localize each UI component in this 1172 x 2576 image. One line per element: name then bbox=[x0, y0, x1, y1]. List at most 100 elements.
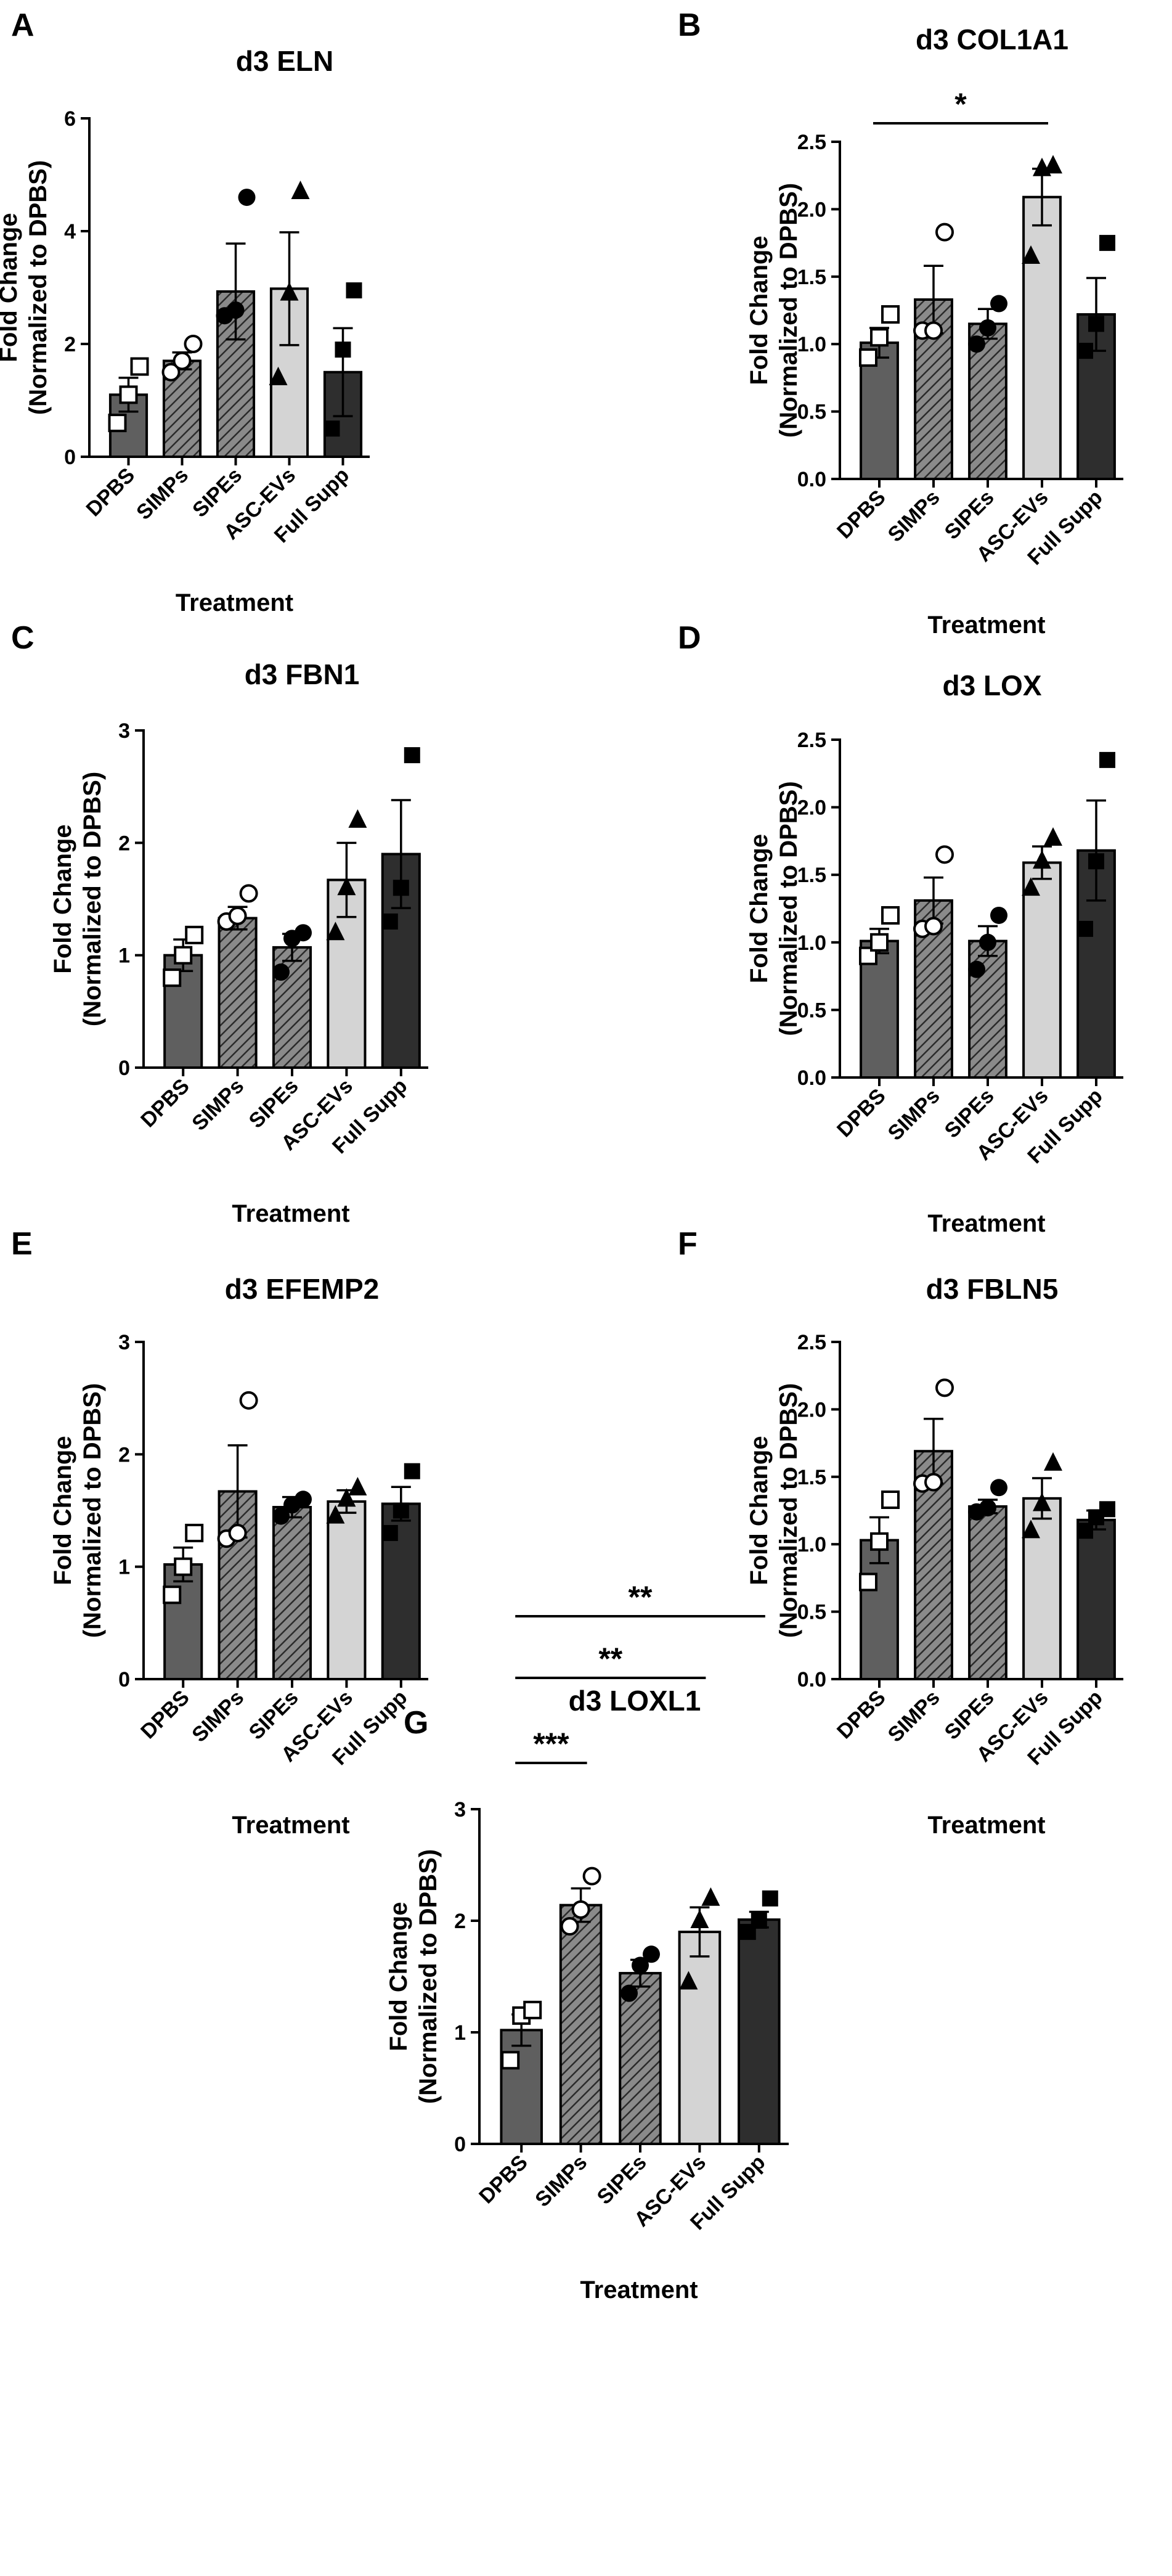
x-axis-label: Treatment bbox=[580, 2276, 698, 2304]
y-tick-label: 1 bbox=[454, 2021, 466, 2045]
data-point bbox=[582, 1867, 601, 1886]
x-tick-label: DPBS bbox=[832, 1084, 890, 1142]
x-tick-label: SIMPs bbox=[884, 1686, 945, 1747]
y-tick-label: 0.0 bbox=[797, 1066, 826, 1090]
data-point bbox=[1077, 1523, 1093, 1539]
data-point bbox=[239, 1391, 258, 1410]
data-point bbox=[272, 963, 290, 981]
y-tick-label: 0.5 bbox=[797, 1601, 826, 1624]
y-tick-label: 0.5 bbox=[797, 401, 826, 424]
significance-label: * bbox=[954, 87, 967, 121]
bar-asc-evs bbox=[1022, 195, 1062, 480]
data-point bbox=[163, 968, 182, 987]
panel-letter: B bbox=[678, 7, 701, 43]
y-tick-label: 3 bbox=[454, 1798, 466, 1822]
y-axis-label-line2: (Normalized to DPBS) bbox=[79, 1383, 106, 1638]
data-point bbox=[228, 1523, 247, 1542]
y-axis-label: Fold Change (Normalized to DPBS) bbox=[385, 1849, 442, 2104]
data-point bbox=[881, 305, 900, 324]
panel-letter: G bbox=[404, 1705, 428, 1741]
data-point bbox=[295, 924, 312, 942]
data-point bbox=[990, 906, 1007, 924]
data-point bbox=[404, 1463, 420, 1479]
y-axis-label-line1: Fold Change bbox=[746, 834, 773, 983]
y-axis-label: Fold Change (Normalized to DPBS) bbox=[49, 1383, 106, 1638]
data-point bbox=[870, 933, 889, 952]
data-point bbox=[335, 341, 351, 358]
x-tick-label: DPBS bbox=[136, 1074, 194, 1132]
y-tick-label: 0 bbox=[118, 1057, 130, 1080]
y-axis-label-line2: (Normalized to DPBS) bbox=[775, 1383, 802, 1638]
data-point bbox=[859, 1572, 877, 1592]
x-axis-label: Treatment bbox=[927, 611, 1045, 639]
data-point bbox=[280, 282, 299, 301]
data-point bbox=[272, 1507, 290, 1525]
y-axis-label-line1: Fold Change bbox=[385, 1902, 412, 2051]
x-tick-label: SIMPs bbox=[531, 2151, 592, 2212]
panel-letter: F bbox=[678, 1226, 698, 1262]
data-point bbox=[295, 1490, 312, 1508]
x-axis-label: Treatment bbox=[176, 589, 293, 616]
y-axis-label-line1: Fold Change bbox=[49, 1436, 76, 1585]
data-point bbox=[381, 1524, 398, 1541]
data-point bbox=[924, 321, 943, 340]
bar-asc-evs bbox=[678, 1931, 722, 2146]
bar-full-supp bbox=[738, 1918, 781, 2145]
data-point bbox=[924, 917, 943, 936]
chart-title: d3 FBLN5 bbox=[926, 1273, 1059, 1305]
data-point bbox=[643, 1945, 660, 1963]
y-tick-label: 0.0 bbox=[797, 468, 826, 491]
x-tick-label: SIMPs bbox=[884, 486, 945, 547]
data-point bbox=[348, 1477, 367, 1496]
data-point bbox=[1099, 751, 1115, 768]
y-tick-label: 4 bbox=[64, 220, 76, 243]
panel-letter: C bbox=[11, 620, 35, 656]
y-tick-label: 1.5 bbox=[797, 864, 826, 887]
data-point bbox=[1022, 877, 1040, 896]
data-point bbox=[184, 335, 203, 353]
data-point bbox=[935, 845, 954, 864]
data-point bbox=[979, 933, 996, 951]
x-tick-label: SIPEs bbox=[593, 2151, 651, 2209]
data-point bbox=[324, 420, 340, 437]
panel-A: Ad3 ELN Fold Change (Normalized to DPBS) 0 2… bbox=[0, 7, 370, 616]
y-tick-label: 1.5 bbox=[797, 1466, 826, 1489]
y-tick-label: 1.0 bbox=[797, 931, 826, 955]
y-tick-label: 1 bbox=[118, 944, 130, 968]
y-tick-label: 2.5 bbox=[797, 729, 826, 752]
y-axis-label-line2: (Normalized to DPBS) bbox=[415, 1849, 442, 2104]
x-tick-label: SIMPs bbox=[884, 1084, 945, 1145]
data-point bbox=[381, 913, 398, 930]
data-point bbox=[1077, 343, 1093, 359]
y-tick-label: 2.0 bbox=[797, 1398, 826, 1421]
x-tick-label: DPBS bbox=[832, 1686, 890, 1744]
data-point bbox=[560, 1917, 579, 1936]
y-axis-label: Fold Change (Normalized to DPBS) bbox=[746, 183, 802, 438]
y-axis-label: Fold Change (Normalized to DPBS) bbox=[0, 160, 52, 415]
data-point bbox=[108, 414, 127, 433]
y-axis-label-line2: (Normalized to DPBS) bbox=[79, 772, 106, 1026]
y-tick-label: 2 bbox=[118, 1443, 130, 1466]
x-tick-label: SIMPs bbox=[187, 1686, 248, 1747]
data-point bbox=[1088, 316, 1104, 332]
y-tick-label: 1.0 bbox=[797, 333, 826, 356]
x-tick-label: DPBS bbox=[832, 486, 890, 544]
bar-sipes bbox=[272, 1506, 312, 1681]
y-tick-label: 3 bbox=[118, 719, 130, 743]
x-tick-label: DPBS bbox=[136, 1686, 194, 1744]
data-point bbox=[523, 2000, 542, 2019]
data-point bbox=[239, 884, 258, 903]
y-axis-label: Fold Change (Normalized to DPBS) bbox=[746, 1383, 802, 1638]
x-axis-label: Treatment bbox=[232, 1812, 349, 1839]
y-tick-label: 1.5 bbox=[797, 266, 826, 289]
y-tick-label: 2 bbox=[118, 832, 130, 855]
data-point bbox=[119, 385, 138, 404]
data-point bbox=[337, 877, 356, 896]
data-point bbox=[238, 189, 256, 206]
data-point bbox=[404, 747, 420, 764]
y-tick-label: 2.0 bbox=[797, 796, 826, 820]
x-axis-label: Treatment bbox=[927, 1812, 1045, 1839]
data-point bbox=[337, 1488, 356, 1507]
